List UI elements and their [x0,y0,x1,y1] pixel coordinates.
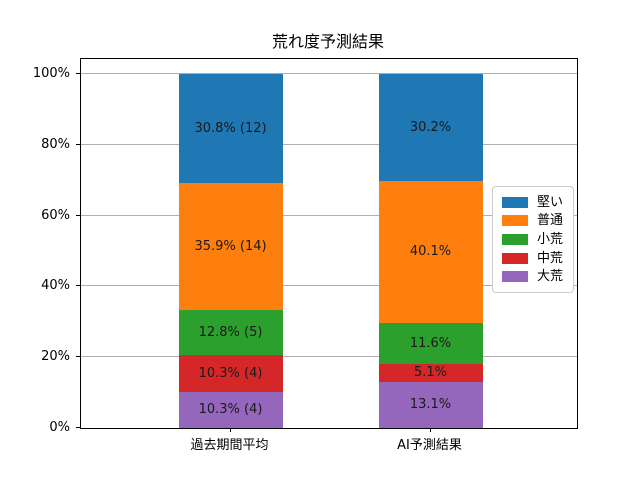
legend-swatch [502,252,528,264]
legend-swatch [502,215,528,227]
legend-item: 堅い [502,193,563,212]
y-tick-mark [76,214,80,216]
bar-segment-label: 5.1% [413,365,448,381]
bar-segment-label: 10.3% (4) [198,402,263,418]
legend-swatch [502,196,528,208]
y-tick-label: 40% [41,278,70,294]
chart-title: 荒れ度予測結果 [271,32,384,51]
stacked-bar-1: 10.3% (4) 10.3% (4) 12.8% (5) 35.9% (14) 30.… [178,59,283,428]
y-tick-mark [76,73,80,74]
bar-segment-label: 11.6% [409,335,452,351]
bar-segment-label: 40.1% [409,244,452,260]
legend-swatch [502,271,528,283]
stacked-bar-2: 13.1% 5.1% 11.6% 40.1% 30.2% [378,59,483,428]
legend-item: 中荒 [502,249,563,268]
x-tick-mark [429,428,431,432]
bar-segment-label: 30.8% (12) [194,120,267,136]
bar-segment: 13.1% [378,381,483,428]
gridline-40 [81,285,577,287]
x-tick-mark [229,428,231,432]
legend-item: 大荒 [502,267,563,286]
legend-label: 堅い [537,194,564,210]
bar-segment-label: 35.9% (14) [194,238,267,254]
bar-segment-label: 10.3% (4) [198,365,263,381]
bar-segment-label: 12.8% (5) [198,324,263,340]
legend-swatch [502,233,528,245]
bar-segment: 10.3% (4) [178,391,283,428]
bar-segment: 30.8% (12) [178,73,283,183]
gridline-100 [81,73,577,74]
y-tick-label: 80% [41,136,70,152]
bar-segment: 10.3% (4) [178,355,283,392]
bar-segment: 11.6% [378,322,483,364]
y-tick-mark [76,356,80,358]
bar-segment: 5.1% [378,363,483,382]
legend-label: 普通 [537,213,564,229]
legend: 堅い普通小荒中荒大荒 [492,186,575,293]
y-tick-mark [76,143,80,145]
y-tick-mark [76,427,80,428]
bar-segment-label: 13.1% [409,397,452,413]
x-tick-label: AI予測結果 [397,438,462,453]
bar-segment-label: 30.2% [409,119,452,135]
legend-label: 小荒 [537,231,564,247]
legend-label: 中荒 [537,250,564,266]
x-tick-label: 過去期間平均 [190,438,269,453]
bar-segment: 40.1% [378,180,483,323]
gridline-20 [81,356,577,358]
legend-label: 大荒 [537,269,564,285]
legend-item: 小荒 [502,230,563,249]
y-tick-label: 100% [32,66,70,81]
legend-item: 普通 [502,212,563,231]
gridline-60 [81,214,577,216]
y-tick-label: 60% [41,207,70,223]
y-tick-label: 0% [49,420,70,435]
bar-segment: 30.2% [378,73,483,181]
bar-segment: 12.8% (5) [178,309,283,356]
gridline-80 [81,143,577,145]
y-tick-label: 20% [41,349,70,365]
bar-segment: 35.9% (14) [178,182,283,310]
y-tick-mark [76,285,80,287]
